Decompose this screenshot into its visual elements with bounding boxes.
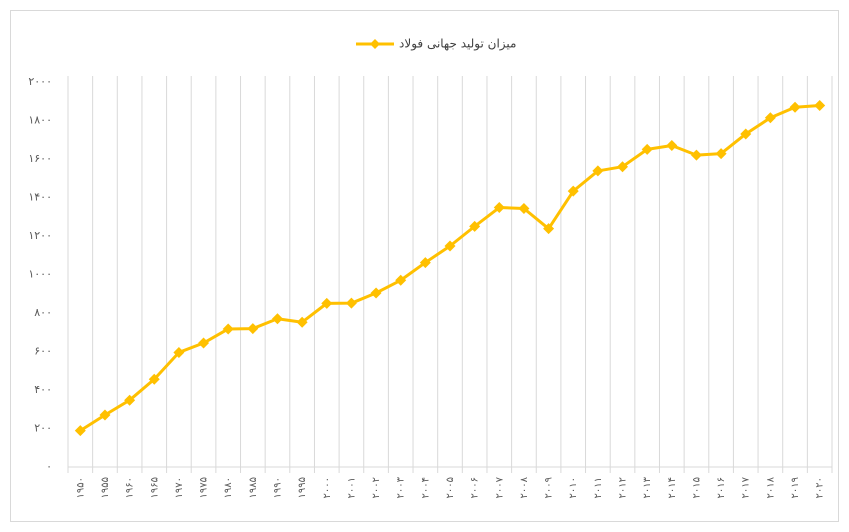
x-tick-label: ۱۹۵۵ xyxy=(100,477,111,498)
x-tick-label: ۲۰۰۹ xyxy=(544,477,555,498)
x-tick-label: ۲۰۱۰ xyxy=(568,477,579,498)
y-tick-label: ۲۰۰ xyxy=(34,422,52,435)
x-tick-label: ۲۰۱۱ xyxy=(593,477,604,498)
data-point xyxy=(395,274,407,286)
data-point xyxy=(222,323,234,335)
data-point xyxy=(789,101,801,113)
y-tick-label: ۰ xyxy=(46,460,52,473)
data-point xyxy=(764,112,776,124)
data-point xyxy=(444,240,456,252)
x-tick-label: ۲۰۱۴ xyxy=(667,477,678,498)
y-tick-label: ۲۰۰۰ xyxy=(28,75,52,88)
x-tick-label: ۱۹۷۰ xyxy=(174,477,185,498)
y-tick-label: ۱۰۰۰ xyxy=(28,268,52,281)
x-tick-label: ۱۹۷۵ xyxy=(199,477,210,498)
x-tick-label: ۲۰۲۰ xyxy=(815,477,826,498)
data-point xyxy=(99,409,111,421)
x-tick-label: ۲۰۰۲ xyxy=(371,477,382,498)
x-tick-label: ۲۰۱۸ xyxy=(765,476,776,498)
data-point xyxy=(641,143,653,155)
data-point xyxy=(567,185,579,197)
x-tick-label: ۱۹۶۵ xyxy=(149,477,160,498)
x-tick-label: ۲۰۰۷ xyxy=(494,476,505,498)
legend-label: میزان تولید جهانی فولاد xyxy=(399,37,516,52)
data-point xyxy=(370,287,382,299)
x-tick-label: ۲۰۰۴ xyxy=(420,477,431,498)
data-point xyxy=(493,202,505,214)
data-point xyxy=(666,140,678,152)
x-tick-label: ۱۹۶۰ xyxy=(125,477,136,498)
x-tick-label: ۲۰۰۶ xyxy=(470,477,481,498)
x-tick-label: ۱۹۹۰ xyxy=(272,477,283,498)
data-point xyxy=(592,165,604,177)
y-tick-label: ۱۸۰۰ xyxy=(28,114,52,127)
y-tick-label: ۱۴۰۰ xyxy=(28,191,52,204)
x-tick-label: ۲۰۰۸ xyxy=(519,476,530,498)
data-point xyxy=(198,337,210,349)
data-point xyxy=(321,297,333,309)
data-point xyxy=(74,425,86,437)
x-tick-label: ۱۹۹۵ xyxy=(297,477,308,498)
x-tick-label: ۱۹۵۰ xyxy=(75,477,86,498)
data-point xyxy=(173,346,185,358)
x-tick-label: ۲۰۰۳ xyxy=(396,476,407,498)
data-point xyxy=(271,313,283,325)
legend-marker xyxy=(370,39,380,49)
y-tick-label: ۴۰۰ xyxy=(34,383,52,396)
data-point xyxy=(419,257,431,269)
x-tick-label: ۲۰۱۹ xyxy=(790,477,801,498)
x-tick-label: ۲۰۰۱ xyxy=(346,477,357,498)
data-point xyxy=(124,394,136,406)
y-tick-label: ۸۰۰ xyxy=(34,306,52,319)
x-tick-label: ۱۹۸۰ xyxy=(223,477,234,498)
x-tick-label: ۲۰۱۳ xyxy=(642,476,653,498)
data-point xyxy=(814,99,826,111)
x-tick-label: ۲۰۱۵ xyxy=(691,477,702,498)
data-point xyxy=(247,323,259,335)
x-tick-label: ۲۰۱۶ xyxy=(716,477,727,498)
x-tick-label: ۲۰۰۰ xyxy=(322,477,333,498)
y-tick-label: ۶۰۰ xyxy=(34,345,52,358)
x-tick-label: ۲۰۱۲ xyxy=(618,477,629,498)
data-point xyxy=(518,202,530,214)
y-tick-label: ۱۲۰۰ xyxy=(28,229,52,242)
data-point xyxy=(345,297,357,309)
x-tick-label: ۱۹۸۵ xyxy=(248,477,259,498)
x-tick-label: ۲۰۱۷ xyxy=(741,476,752,498)
x-tick-label: ۲۰۰۵ xyxy=(445,477,456,498)
data-point xyxy=(690,149,702,161)
data-point xyxy=(469,220,481,232)
data-point xyxy=(543,223,555,235)
data-point xyxy=(148,373,160,385)
data-point xyxy=(617,161,629,173)
data-point xyxy=(715,148,727,160)
data-point xyxy=(296,316,308,328)
y-tick-label: ۱۶۰۰ xyxy=(28,152,52,165)
data-point xyxy=(740,128,752,140)
